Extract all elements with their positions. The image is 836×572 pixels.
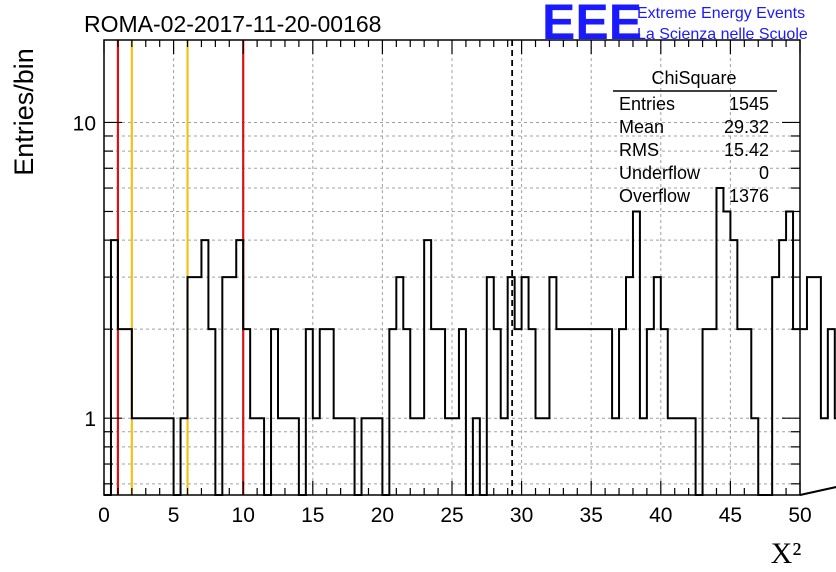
histogram-bin xyxy=(396,277,403,495)
histogram-bin xyxy=(626,277,633,495)
histogram-bin xyxy=(779,240,786,495)
histogram-bin xyxy=(487,277,494,495)
histogram-bin xyxy=(737,329,744,495)
histogram-bin xyxy=(703,329,710,495)
stats-entries-label: Entries xyxy=(619,94,675,114)
stats-mean-value: 29.32 xyxy=(724,117,769,137)
histogram-bin xyxy=(515,329,522,495)
x-tick-label: 40 xyxy=(649,504,672,527)
stats-name: ChiSquare xyxy=(651,68,736,88)
histogram-bin xyxy=(591,329,598,495)
histogram-bin xyxy=(605,329,612,495)
histogram-bin xyxy=(584,329,591,495)
histogram-bin xyxy=(744,329,751,495)
y-tick-label: 10 xyxy=(73,112,96,135)
logo-line-1: Extreme Energy Events xyxy=(637,5,805,22)
histogram-bin xyxy=(786,211,793,495)
histogram-bin xyxy=(438,329,445,495)
histogram-bin xyxy=(821,418,828,495)
histogram-bin xyxy=(793,329,800,495)
histogram-bin xyxy=(577,329,584,495)
x-axis-label: X² xyxy=(771,537,802,570)
histogram-bin xyxy=(271,329,278,495)
histogram-bin xyxy=(598,329,605,495)
histogram-bin xyxy=(772,277,779,495)
x-tick-label: 45 xyxy=(719,504,742,527)
histogram-bin xyxy=(563,329,570,495)
eee-logo: EEE Extreme Energy Events La Scienza nel… xyxy=(542,0,808,50)
stats-mean-label: Mean xyxy=(619,117,664,137)
histogram-bin xyxy=(389,329,396,495)
stats-rms-value: 15.42 xyxy=(724,140,769,160)
histogram-bin xyxy=(529,329,536,495)
stats-underflow-value: 0 xyxy=(759,163,769,183)
histogram-bin xyxy=(716,188,723,495)
x-tick-label: 15 xyxy=(301,504,324,527)
histogram-bin xyxy=(424,240,431,495)
x-tick-label: 30 xyxy=(510,504,533,527)
histogram-bin xyxy=(814,277,821,495)
histogram-bin xyxy=(508,277,515,495)
stats-box: ChiSquare Entries 1545 Mean 29.32 RMS 15… xyxy=(613,68,777,206)
histogram-bin xyxy=(201,240,208,495)
histogram-bin xyxy=(800,329,807,495)
logo-line-2: La Scienza nelle Scuole xyxy=(637,26,808,43)
histogram-bin xyxy=(320,329,327,495)
histogram-bin xyxy=(306,329,313,495)
x-tick-label: 0 xyxy=(98,504,110,527)
y-axis-label: Entries/bin xyxy=(9,48,39,176)
histogram-bin xyxy=(633,211,640,495)
histogram-bin xyxy=(208,329,215,495)
histogram-bin xyxy=(522,277,529,495)
eee-logo-text: EEE xyxy=(542,0,642,50)
histogram-bin xyxy=(459,329,466,495)
y-tick-label: 1 xyxy=(84,408,96,431)
x-tick-label: 10 xyxy=(232,504,255,527)
x-tick-label: 50 xyxy=(788,504,811,527)
histogram-bin xyxy=(327,329,334,495)
x-tick-label: 20 xyxy=(371,504,394,527)
x-tick-label: 35 xyxy=(580,504,603,527)
histogram-bin xyxy=(494,329,501,495)
stats-rms-label: RMS xyxy=(619,140,659,160)
run-title: ROMA-02-2017-11-20-00168 xyxy=(84,11,381,37)
histogram-bin xyxy=(403,329,410,495)
histogram-bin xyxy=(570,329,577,495)
stats-entries-value: 1545 xyxy=(729,94,769,114)
histogram-bin xyxy=(549,277,556,495)
histogram-bin xyxy=(222,277,229,495)
histogram-outline xyxy=(104,187,836,496)
histogram-bin xyxy=(807,277,814,495)
histogram-bin xyxy=(661,329,668,495)
histogram-bin xyxy=(194,277,201,495)
stats-overflow-value: 1376 xyxy=(729,186,769,206)
histogram-bin xyxy=(654,277,661,495)
histogram-bin xyxy=(431,329,438,495)
histogram-bin xyxy=(647,329,654,495)
histogram-bin xyxy=(730,240,737,495)
axis-ticks: 0 5 10 15 20 25 30 35 40 45 50 1 10 xyxy=(73,40,812,527)
histogram-bin xyxy=(723,211,730,495)
histogram-bin xyxy=(710,329,717,495)
histogram-bin xyxy=(828,329,835,495)
cut-lines xyxy=(116,40,514,495)
x-tick-label: 25 xyxy=(440,504,463,527)
histogram-bin xyxy=(619,329,626,495)
stats-underflow-label: Underflow xyxy=(619,163,701,183)
x-tick-label: 5 xyxy=(168,504,180,527)
histogram-bin xyxy=(556,329,563,495)
histogram-bin xyxy=(229,277,236,495)
histogram-bars xyxy=(104,187,836,496)
stats-overflow-label: Overflow xyxy=(619,186,691,206)
